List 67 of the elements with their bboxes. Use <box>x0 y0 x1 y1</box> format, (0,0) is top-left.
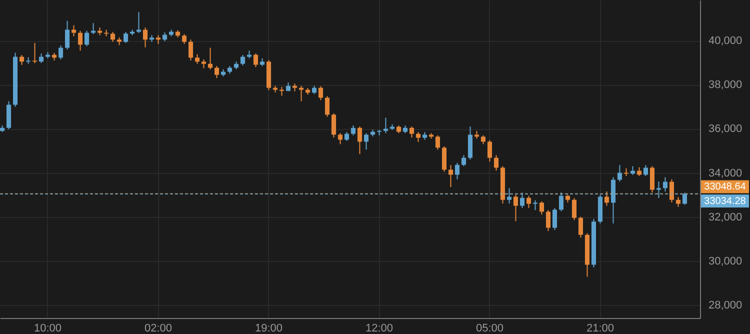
candlestick <box>662 176 668 192</box>
candlestick <box>532 200 538 211</box>
candlestick <box>253 52 258 68</box>
candlestick <box>487 140 492 162</box>
candlestick <box>32 42 38 64</box>
candlestick <box>350 124 356 136</box>
candlestick <box>194 54 200 64</box>
candlestick <box>208 47 213 70</box>
candlestick <box>572 198 577 221</box>
x-tick-label: 21:00 <box>586 322 614 334</box>
candlestick <box>442 146 447 172</box>
candlestick <box>123 31 128 44</box>
x-tick-label: 12:00 <box>365 322 394 334</box>
y-tick-label: 36,000 <box>708 123 742 136</box>
candlestick <box>110 31 116 42</box>
candlestick <box>331 112 336 138</box>
candlestick <box>494 154 499 172</box>
candlestick <box>539 200 544 216</box>
candlestick <box>364 132 369 150</box>
candlestick <box>338 132 343 145</box>
candlestick <box>188 39 194 62</box>
candlestick <box>617 164 622 182</box>
ref-line-label: 33048.64 <box>704 182 746 193</box>
x-tick-label: 05:00 <box>476 322 504 334</box>
candlestick <box>461 154 466 167</box>
candlestick <box>136 12 142 34</box>
candlestick <box>552 207 558 230</box>
y-tick-label: 34,000 <box>708 167 742 180</box>
candlestick <box>416 132 421 142</box>
candlestick <box>409 126 414 138</box>
candlestick <box>20 54 24 66</box>
candlestick <box>578 216 584 238</box>
candlestick <box>546 210 551 232</box>
candlestick <box>468 126 473 160</box>
candlestick <box>454 162 460 180</box>
candlestick <box>6 100 12 130</box>
candlestick <box>357 126 362 155</box>
candlestick <box>26 56 31 64</box>
x-tick-label: 19:00 <box>254 322 283 334</box>
candlestick <box>38 52 44 64</box>
y-tick-label: 40,000 <box>708 35 742 48</box>
candlestick <box>435 134 440 150</box>
candlestick <box>676 196 680 208</box>
candlestick <box>318 86 324 101</box>
candlestick <box>84 30 90 47</box>
candlestick <box>58 45 64 60</box>
y-tick-label: 28,000 <box>708 299 742 312</box>
candlestick <box>383 117 388 134</box>
candlestick <box>240 54 246 66</box>
candlestick <box>90 22 96 35</box>
y-tick-label: 38,000 <box>708 79 742 92</box>
ref-line-label: 33034.28 <box>704 196 746 208</box>
x-tick-label: 10:00 <box>34 322 62 334</box>
candlestick <box>182 34 187 45</box>
candlestick <box>526 195 532 208</box>
candlestick <box>324 96 330 118</box>
y-tick-label: 32,000 <box>708 211 742 224</box>
candlestick <box>142 27 148 48</box>
candlestick <box>643 164 648 177</box>
candlestick <box>78 30 83 52</box>
candlestick <box>448 164 454 188</box>
candlestick <box>298 85 304 102</box>
candlestick <box>64 20 70 50</box>
candlestick <box>71 24 76 37</box>
y-tick-label: 30,000 <box>708 255 742 268</box>
candlestick <box>214 66 220 79</box>
x-tick-label: 02:00 <box>144 322 172 334</box>
